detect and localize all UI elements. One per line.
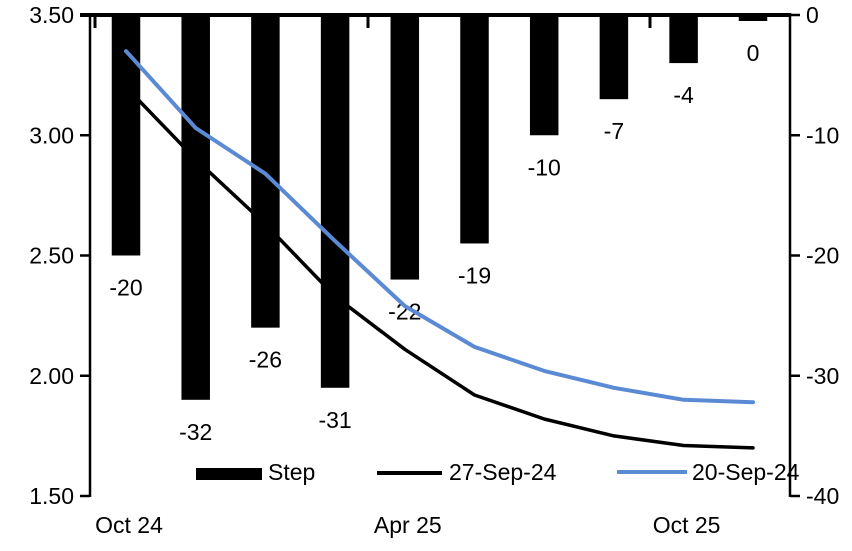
x-axis-label: Oct 25 [653, 512, 721, 538]
line-20-sep-24 [124, 49, 755, 405]
legend-label-step: Step [268, 459, 316, 485]
x-axis-label: Oct 24 [95, 512, 163, 538]
left-axis-label: 3.00 [29, 122, 74, 148]
bar-step [460, 15, 489, 244]
left-axis-label: 1.50 [29, 483, 74, 509]
legend-swatch-20-sep-24 [617, 470, 687, 474]
legend-swatch-27-sep-24 [377, 471, 442, 475]
right-axis-label: 0 [806, 2, 819, 28]
bar-step [111, 15, 141, 256]
legend-label-27-sep-24: 27-Sep-24 [449, 459, 557, 485]
right-axis-label: -10 [806, 122, 839, 148]
right-axis-label: -40 [806, 483, 839, 509]
bar-step [320, 15, 350, 388]
right-axis-label: -30 [806, 363, 839, 389]
bar-step [390, 15, 420, 280]
left-axis-label: 2.00 [29, 363, 74, 389]
bar-step [738, 15, 768, 21]
bar-value-label: -32 [179, 419, 212, 445]
bar-value-label: -26 [249, 347, 282, 373]
bar-value-label: 0 [747, 40, 760, 66]
bar-value-label: -20 [109, 275, 142, 301]
bar-value-label: -10 [528, 154, 561, 180]
bar-value-label: -31 [318, 407, 351, 433]
line-27-sep-24 [124, 85, 755, 450]
legend-swatch-step [196, 468, 262, 480]
bar-step [669, 15, 698, 64]
bar-value-label: -19 [458, 262, 491, 288]
right-axis-label: -20 [806, 243, 839, 269]
bar-step [529, 15, 559, 136]
bar-step [181, 15, 210, 400]
bar-step [599, 15, 629, 100]
bar-value-label: -4 [673, 82, 694, 108]
left-axis-label: 2.50 [29, 243, 74, 269]
bar-value-label: -7 [604, 118, 624, 144]
x-axis-label: Apr 25 [374, 512, 442, 538]
left-axis-label: 3.50 [29, 2, 74, 28]
legend-label-20-sep-24: 20-Sep-24 [692, 459, 800, 485]
